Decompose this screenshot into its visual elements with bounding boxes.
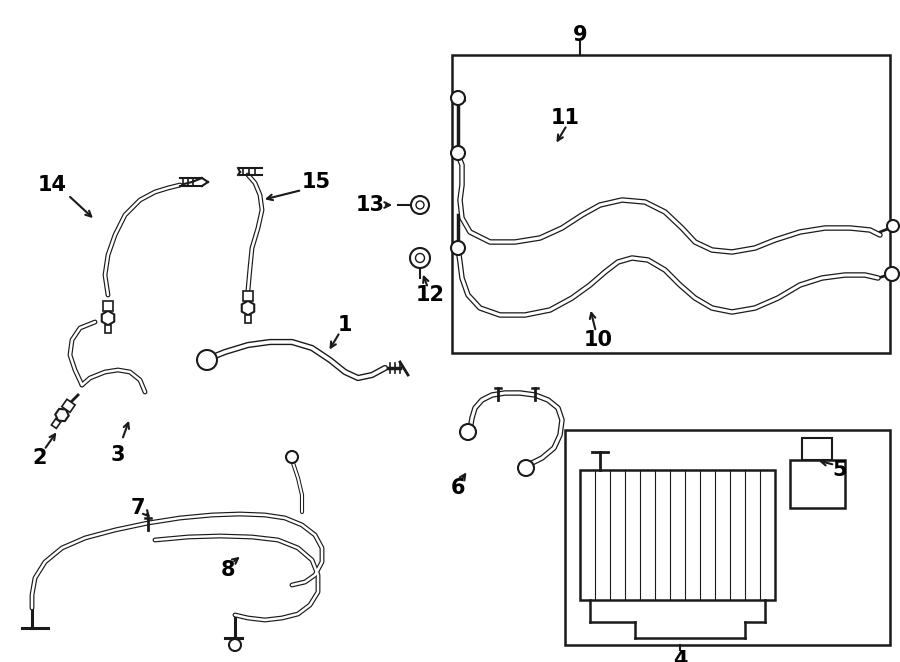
Circle shape [410, 248, 430, 268]
Text: 14: 14 [38, 175, 67, 195]
Circle shape [887, 220, 899, 232]
Bar [565, 430, 890, 645]
Bar [103, 301, 113, 310]
Bar [105, 325, 111, 333]
Text: 6: 6 [451, 478, 465, 498]
Circle shape [451, 241, 465, 255]
Text: 3: 3 [111, 445, 125, 465]
Bar [245, 315, 251, 323]
Bar [790, 460, 845, 508]
Polygon shape [102, 310, 114, 325]
Circle shape [286, 451, 298, 463]
Bar [51, 419, 60, 428]
Circle shape [411, 196, 429, 214]
Text: 10: 10 [583, 330, 613, 350]
Circle shape [416, 201, 424, 209]
Circle shape [460, 424, 476, 440]
Circle shape [197, 350, 217, 370]
Text: 2: 2 [32, 448, 47, 468]
Text: 13: 13 [356, 195, 384, 215]
Text: 8: 8 [220, 560, 235, 580]
Text: 7: 7 [130, 498, 145, 518]
Polygon shape [242, 301, 254, 315]
Circle shape [885, 267, 899, 281]
Circle shape [451, 146, 465, 160]
Circle shape [416, 254, 425, 263]
Polygon shape [55, 409, 68, 421]
Circle shape [451, 91, 465, 105]
Text: 1: 1 [338, 315, 352, 335]
Text: 5: 5 [832, 460, 847, 480]
Bar [580, 470, 775, 600]
Text: 9: 9 [572, 25, 588, 45]
Bar [802, 438, 832, 460]
Text: 11: 11 [551, 108, 580, 128]
Bar [243, 291, 253, 301]
Text: 15: 15 [302, 172, 330, 192]
Text: 4: 4 [673, 650, 688, 662]
Text: 12: 12 [416, 285, 445, 305]
Circle shape [518, 460, 534, 476]
Circle shape [229, 639, 241, 651]
Bar [62, 399, 75, 412]
Bar [452, 55, 890, 353]
